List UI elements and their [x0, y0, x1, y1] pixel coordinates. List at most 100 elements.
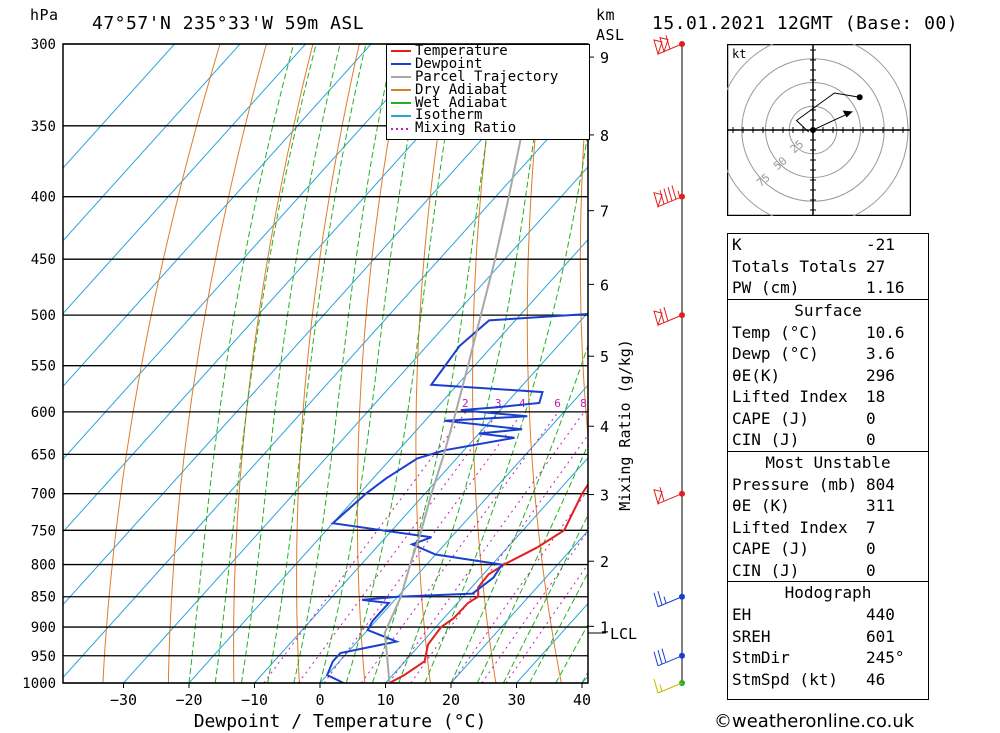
altitude-tick-label: 3: [600, 487, 609, 505]
index-value: 10.6: [866, 322, 905, 342]
wind-barb-feather: [663, 306, 669, 322]
index-row: θE (K) 311: [728, 495, 928, 517]
index-row: PW (cm) 1.16: [728, 277, 928, 299]
index-value: 1.16: [866, 278, 905, 297]
altitude-tick-label: 5: [600, 348, 609, 366]
legend-swatch: [391, 89, 411, 92]
pressure-tick-label: 700: [31, 487, 56, 503]
index-value: 18: [866, 387, 886, 406]
legend-item: Dry Adiabat: [387, 81, 589, 98]
index-row: θE(K) 296: [728, 365, 928, 387]
wind-barb-feather: [659, 308, 665, 323]
index-row: Lifted Index 18: [728, 386, 928, 408]
isotherm-line: [63, 44, 372, 388]
wind-barb-feather: [659, 190, 665, 205]
mixing-ratio-line: [323, 411, 524, 683]
mixing-ratio-label: 6: [554, 397, 561, 410]
wind-barb-staff: [657, 493, 683, 505]
wet-adiabat-line: [450, 344, 588, 683]
indices-table: K -21 Totals Totals 27 PW (cm) 1.16 Surface T…: [727, 233, 929, 700]
altitude-tick-label: 2: [600, 553, 609, 571]
mixing-ratio-line: [360, 411, 559, 683]
copyright: ©weatheronline.co.uk: [714, 711, 915, 732]
wind-barb-feather: [661, 648, 667, 663]
index-row: K -21: [728, 234, 928, 256]
dry-adiabat-line: [167, 44, 267, 683]
legend-item: Mixing Ratio: [387, 120, 589, 137]
legend-swatch: [391, 114, 411, 117]
wet-adiabat-line: [371, 44, 502, 683]
legend-label: Dry Adiabat: [415, 81, 508, 98]
index-label: SREH: [732, 626, 771, 646]
x-tick-label: 0: [315, 691, 324, 709]
parcel-trajectory-line: [383, 44, 543, 683]
wind-barb-staff: [657, 314, 683, 326]
pressure-tick-label: 950: [31, 649, 56, 665]
hodograph-trace: [795, 92, 860, 133]
unstable-title: Most Unstable: [728, 450, 928, 474]
index-label: Pressure (mb): [732, 474, 858, 494]
mixing-ratio-label: 20: [668, 397, 681, 410]
index-value: 311: [866, 496, 895, 515]
mixing-ratio-line: [505, 563, 588, 683]
legend-label: Mixing Ratio: [415, 120, 517, 137]
legend-swatch: [391, 76, 411, 79]
pressure-tick-label: 800: [31, 558, 56, 574]
isotherm-line: [188, 238, 588, 683]
index-value: 296: [866, 365, 895, 385]
wind-barb-half-feather: [677, 190, 681, 199]
mixing-ratio-label: 4: [519, 397, 526, 410]
legend-label: Temperature: [415, 43, 508, 59]
wind-barb-feather: [665, 35, 671, 50]
pressure-tick-label: 600: [31, 405, 56, 421]
index-value: 440: [866, 605, 895, 624]
index-label: Dewp (°C): [732, 344, 819, 363]
legend-item: Wet Adiabat: [387, 94, 589, 111]
hodograph-title: Hodograph: [728, 581, 928, 604]
altitude-tick-label: 7: [600, 203, 609, 221]
wind-barb-pennant: [653, 310, 663, 327]
wind-barb-feather: [657, 591, 663, 606]
wind-barb-pennant: [659, 36, 669, 54]
altitude-tick-label: 8: [600, 127, 609, 145]
wind-barb: [653, 648, 683, 667]
temperature-line: [388, 482, 588, 683]
x-tick-label: 10: [376, 691, 394, 709]
hodograph-unit: kt: [732, 47, 746, 61]
x-tick-label: 30: [507, 691, 525, 709]
index-value: 804: [866, 474, 895, 494]
x-axis-label: Dewpoint / Temperature (°C): [194, 711, 487, 732]
index-label: Temp (°C): [732, 322, 819, 342]
legend-label: Isotherm: [415, 107, 483, 124]
index-value: 601: [866, 626, 895, 646]
index-label: CAPE (J): [732, 408, 810, 428]
mixing-ratio-label: 10: [601, 397, 614, 410]
wet-adiabat-line: [240, 44, 341, 683]
index-value: -21: [866, 235, 895, 254]
legend-swatch: [391, 127, 411, 130]
index-label: θE(K): [732, 365, 781, 385]
wind-barb-pennant: [653, 191, 663, 209]
index-label: Lifted Index: [732, 517, 848, 537]
index-row: EH 440: [728, 604, 928, 626]
wind-barb: [653, 487, 683, 506]
index-row: CIN (J) 0: [728, 560, 928, 582]
index-label: CIN (J): [732, 430, 800, 449]
legend-label: Parcel Trajectory: [415, 68, 559, 85]
wind-barb: [653, 35, 683, 56]
pressure-tick-label: 750: [31, 523, 56, 539]
wind-barb-feather: [663, 188, 669, 203]
wind-barb-feather: [659, 487, 665, 502]
legend-label: Wet Adiabat: [415, 94, 508, 111]
index-label: StmSpd (kt): [732, 669, 838, 689]
mixing-ratio-label: 3: [495, 397, 502, 410]
index-row: Temp (°C) 10.6: [728, 322, 928, 344]
pressure-tick-label: 350: [31, 119, 56, 135]
index-row: StmDir 245°: [728, 647, 928, 669]
lcl-label: LCL: [610, 625, 637, 643]
index-value: 7: [866, 517, 876, 537]
pressure-tick-label: 500: [31, 308, 56, 324]
index-label: Totals Totals: [732, 256, 858, 276]
index-label: Lifted Index: [732, 387, 848, 406]
altitude-tick-label: 6: [600, 276, 609, 294]
